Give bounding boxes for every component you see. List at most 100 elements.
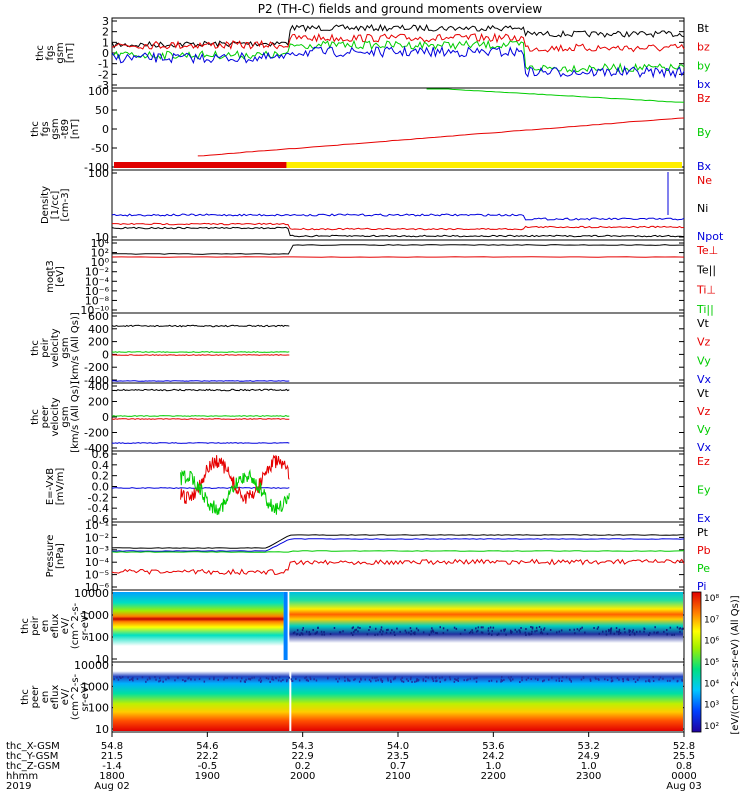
peer-noise-pixel (187, 678, 189, 680)
peir-noise-pixel (531, 631, 533, 633)
efield-ez (181, 455, 290, 504)
peir-noise-pixel (481, 626, 483, 628)
peer-noise-pixel (521, 677, 523, 679)
peir-noise-pixel (472, 632, 474, 634)
peir-spectrogram-left (113, 592, 284, 646)
peir-noise-pixel (519, 630, 521, 632)
peer_vel-ytick-label: -200 (84, 427, 109, 440)
peer-noise-pixel (374, 677, 376, 679)
peir_vel-legend-Vx: Vx (697, 373, 712, 386)
peer-noise-pixel (537, 679, 539, 681)
peir-noise-pixel (391, 629, 393, 631)
peir-noise-pixel (619, 631, 621, 633)
peir-noise-pixel (309, 631, 311, 633)
peir-noise-pixel (431, 630, 433, 632)
density-ylabel: [cm-3] (60, 188, 71, 221)
peer_vel-ytick-label: 400 (88, 380, 109, 393)
peer-noise-pixel (223, 679, 225, 681)
peer-noise-pixel (667, 680, 669, 682)
peir-noise-pixel (525, 632, 527, 634)
peer-noise-pixel (418, 680, 420, 682)
peir-noise-pixel (598, 626, 600, 628)
peer-noise-pixel (561, 680, 563, 682)
peir-noise-pixel (293, 632, 295, 634)
pressure-legend-Pi: Pi (697, 580, 706, 593)
peer-noise-pixel (390, 680, 392, 682)
peir-noise-pixel (534, 630, 536, 632)
peer-noise-pixel (258, 679, 260, 681)
peir-noise-pixel (616, 631, 618, 633)
peir-noise-pixel (316, 632, 318, 634)
peir-noise-pixel (386, 632, 388, 634)
peer-noise-pixel (159, 677, 161, 679)
colorbar (692, 592, 701, 732)
peir-noise-pixel (679, 631, 681, 633)
peir-noise-pixel (584, 632, 586, 634)
pressure-ytick-label: 10⁻⁴ (85, 556, 110, 569)
peer-noise-pixel (551, 677, 553, 679)
peir_vel-ylabel: [km/s (All Qs)] (70, 312, 81, 384)
pressure-pi (112, 539, 684, 552)
peer-noise-pixel (611, 680, 613, 682)
peir-noise-pixel (379, 631, 381, 633)
peir-noise-pixel (488, 627, 490, 629)
peer-noise-pixel (224, 677, 226, 679)
peer-noise-pixel (521, 679, 523, 681)
peer_vel-ytick-label: 0 (102, 411, 109, 424)
peer-noise-pixel (595, 677, 597, 679)
peer-noise-pixel (400, 679, 402, 681)
peer-noise-pixel (337, 681, 339, 683)
fgs-bx (112, 47, 684, 77)
peer-noise-pixel (248, 678, 250, 680)
peer-noise-pixel (269, 681, 271, 683)
temp-legend-Ti⊥: Ti⊥ (696, 283, 716, 296)
peir-noise-pixel (629, 634, 631, 636)
peer-noise-pixel (245, 679, 247, 681)
density-npot (112, 214, 684, 220)
peir-noise-pixel (503, 629, 505, 631)
peer-noise-pixel (260, 681, 262, 683)
peir-noise-pixel (536, 630, 538, 632)
quality-bar-red (114, 162, 286, 168)
peir-noise-pixel (643, 628, 645, 630)
peir-noise-pixel (610, 631, 612, 633)
peer-noise-pixel (241, 677, 243, 679)
peir-noise-pixel (408, 632, 410, 634)
peir-noise-pixel (609, 629, 611, 631)
peir-noise-pixel (581, 627, 583, 629)
peir-noise-pixel (516, 631, 518, 633)
peir-noise-pixel (614, 633, 616, 635)
peir-noise-pixel (410, 633, 412, 635)
peir_vel-legend-Vt: Vt (697, 317, 710, 330)
peir-noise-pixel (493, 627, 495, 629)
peer-vx (112, 443, 289, 444)
peer-noise-pixel (251, 677, 253, 679)
peir-vy (112, 352, 289, 353)
peer-noise-pixel (271, 678, 273, 680)
peer-noise-pixel (359, 681, 361, 683)
peir-noise-pixel (550, 629, 552, 631)
peer-noise-pixel (402, 677, 404, 679)
peer-noise-pixel (249, 678, 251, 680)
peer-noise-pixel (127, 677, 128, 679)
peer-noise-pixel (232, 677, 234, 679)
panel-peer_vel: 4002000-200-400thc peer velocity gsm [km/s (… (30, 380, 712, 455)
peer-noise-pixel (408, 680, 410, 682)
peir-noise-pixel (411, 630, 413, 632)
peer-noise-pixel (118, 679, 120, 681)
pressure-ytick-label: 10⁻³ (85, 544, 109, 557)
peir-noise-pixel (443, 627, 445, 629)
peir-noise-pixel (356, 629, 358, 631)
peir-noise-pixel (547, 633, 549, 635)
peir-noise-pixel (440, 626, 442, 628)
peer-noise-pixel (160, 680, 162, 682)
peer-noise-pixel (190, 678, 192, 680)
peir-noise-pixel (574, 632, 576, 634)
peer-noise-pixel (436, 680, 438, 682)
peir-noise-pixel (497, 634, 499, 636)
peir_vel-ytick-label: -200 (84, 361, 109, 374)
colorbar-tick-label: 10⁷ (704, 615, 719, 625)
peir-noise-pixel (302, 629, 304, 631)
peir-noise-pixel (299, 634, 301, 636)
peir-noise-pixel (608, 629, 610, 631)
